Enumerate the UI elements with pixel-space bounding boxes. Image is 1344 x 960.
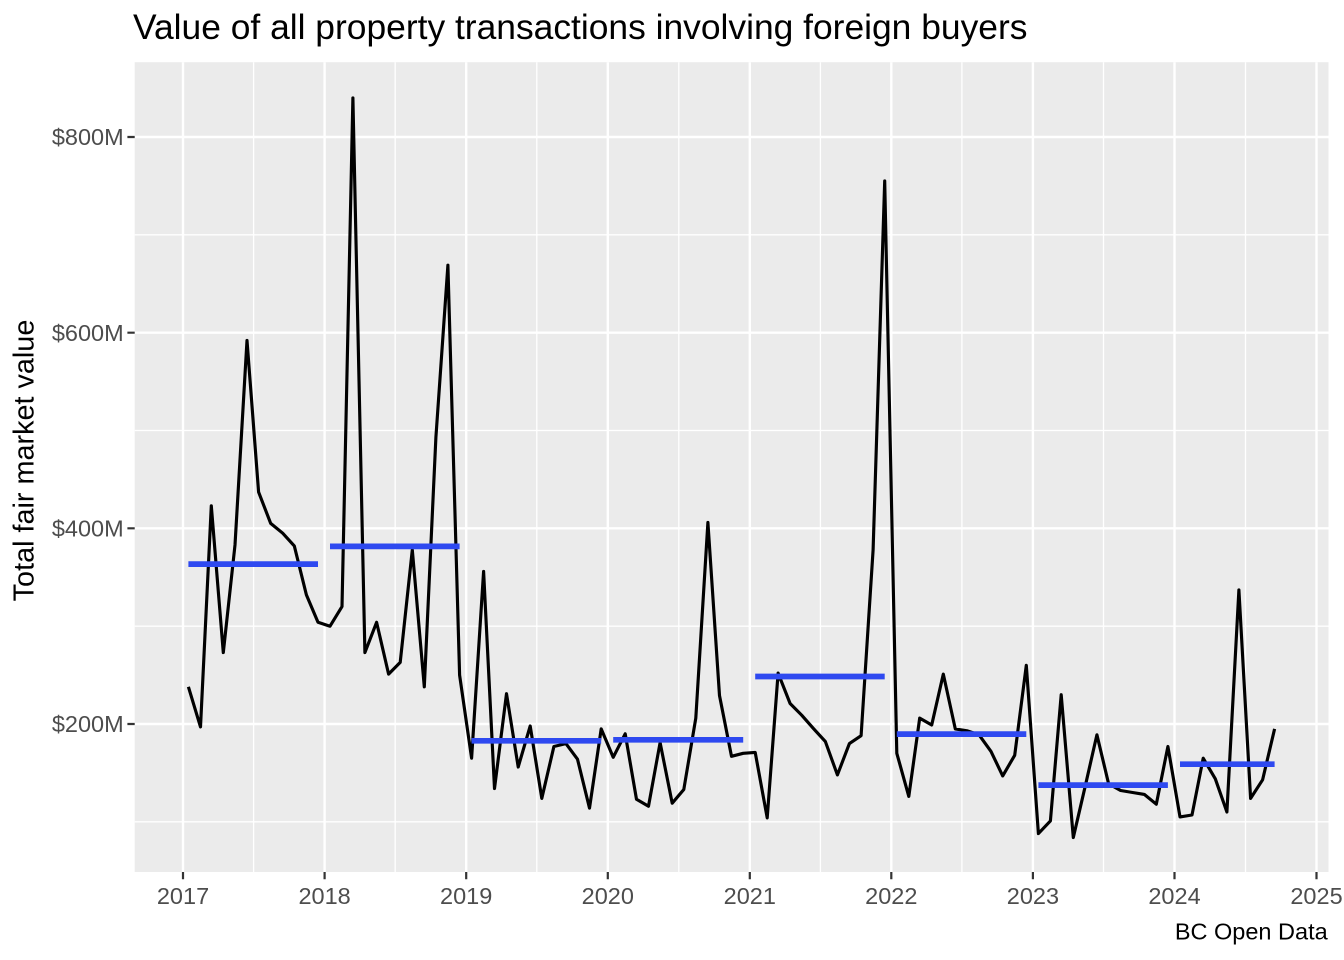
svg-text:2021: 2021 xyxy=(724,883,776,909)
svg-text:$400M: $400M xyxy=(52,516,124,542)
svg-text:BC Open Data: BC Open Data xyxy=(1175,919,1329,945)
svg-text:2023: 2023 xyxy=(1007,883,1059,909)
svg-text:2024: 2024 xyxy=(1148,883,1200,909)
svg-text:Total fair market value: Total fair market value xyxy=(9,320,41,602)
svg-text:2020: 2020 xyxy=(582,883,634,909)
svg-text:2022: 2022 xyxy=(865,883,917,909)
svg-text:Value of all property transact: Value of all property transactions invol… xyxy=(133,7,1027,47)
svg-text:$200M: $200M xyxy=(52,711,124,737)
svg-text:2017: 2017 xyxy=(157,883,209,909)
svg-text:$800M: $800M xyxy=(52,124,124,150)
svg-text:2018: 2018 xyxy=(298,883,350,909)
svg-text:2019: 2019 xyxy=(440,883,492,909)
svg-text:$600M: $600M xyxy=(52,320,124,346)
svg-text:2025: 2025 xyxy=(1290,883,1342,909)
